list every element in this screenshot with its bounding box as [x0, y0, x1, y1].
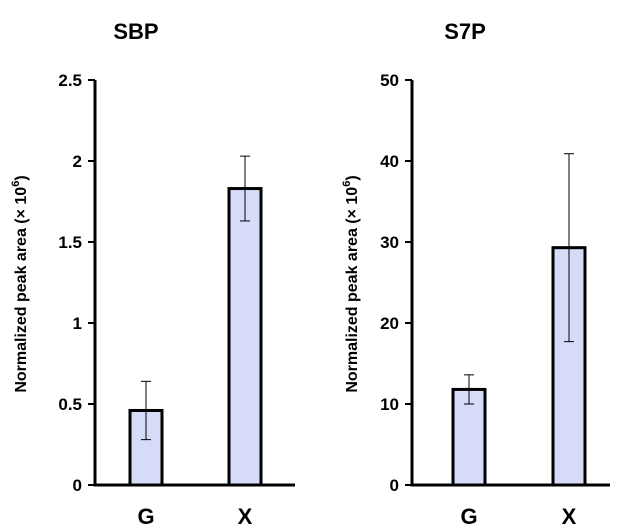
y-tick-label: 1.5: [58, 233, 82, 252]
y-tick-label: 2: [73, 152, 82, 171]
bar-X: [227, 187, 263, 487]
y-tick-label: 0: [390, 476, 399, 495]
error-bar-G: [141, 380, 151, 441]
error-bar-G: [464, 374, 474, 405]
y-tick-label: 0.5: [58, 395, 82, 414]
y-tick-label: 2.5: [58, 71, 82, 90]
y-tick-label: 50: [380, 71, 399, 90]
y-axis-label: Normalized peak area (× 106): [10, 175, 30, 392]
x-tick-label: X: [238, 504, 253, 529]
y-tick-label: 20: [380, 314, 399, 333]
chart-title: S7P: [444, 19, 486, 44]
x-tick-label: G: [460, 504, 477, 529]
bar-X: [551, 246, 587, 487]
chart-s7p: S7P Normalized peak area (× 106) 0 10 20 30…: [341, 19, 610, 529]
chart-title: SBP: [113, 19, 158, 44]
x-tick-label: X: [562, 504, 577, 529]
y-tick-label: 0: [73, 476, 82, 495]
y-tick-label: 40: [380, 152, 399, 171]
y-axis-label: Normalized peak area (× 106): [341, 175, 361, 392]
bar-G: [451, 387, 487, 487]
chart-sbp: SBP Normalized peak area (× 106) 0 0.5 1 1.…: [10, 19, 295, 529]
error-bar-X: [564, 153, 574, 343]
x-tick-label: G: [137, 504, 154, 529]
y-tick-label: 10: [380, 395, 399, 414]
y-tick-label: 30: [380, 233, 399, 252]
error-bar-X: [240, 155, 250, 222]
y-tick-label: 1: [73, 314, 82, 333]
